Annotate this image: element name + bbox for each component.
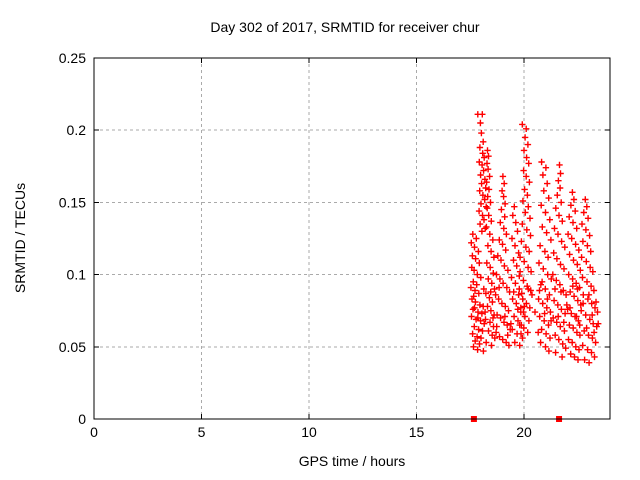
series-srmtid-values xyxy=(467,111,602,366)
y-axis-label: SRMTID / TECUs xyxy=(12,183,28,293)
x-tick-label: 0 xyxy=(90,424,98,440)
y-tick-label: 0.2 xyxy=(67,122,87,138)
scatter-points xyxy=(467,111,602,422)
axes xyxy=(93,57,611,420)
grid-lines xyxy=(94,58,610,419)
tick-labels: 0 5 10 15 20 0 0.05 0.1 0.15 0.2 0.25 xyxy=(59,50,532,440)
x-tick-label: 15 xyxy=(409,424,425,440)
x-tick-label: 5 xyxy=(198,424,206,440)
chart-title: Day 302 of 2017, SRMTID for receiver chu… xyxy=(210,19,480,35)
y-tick-label: 0.1 xyxy=(67,267,87,283)
x-axis-label: GPS time / hours xyxy=(299,453,406,469)
y-tick-label: 0 xyxy=(78,411,86,427)
x-tick-label: 10 xyxy=(301,424,317,440)
plot-border xyxy=(93,57,611,420)
y-tick-label: 0.15 xyxy=(59,194,86,210)
y-tick-label: 0.05 xyxy=(59,339,86,355)
x-tick-label: 20 xyxy=(516,424,532,440)
y-tick-label: 0.25 xyxy=(59,50,86,66)
